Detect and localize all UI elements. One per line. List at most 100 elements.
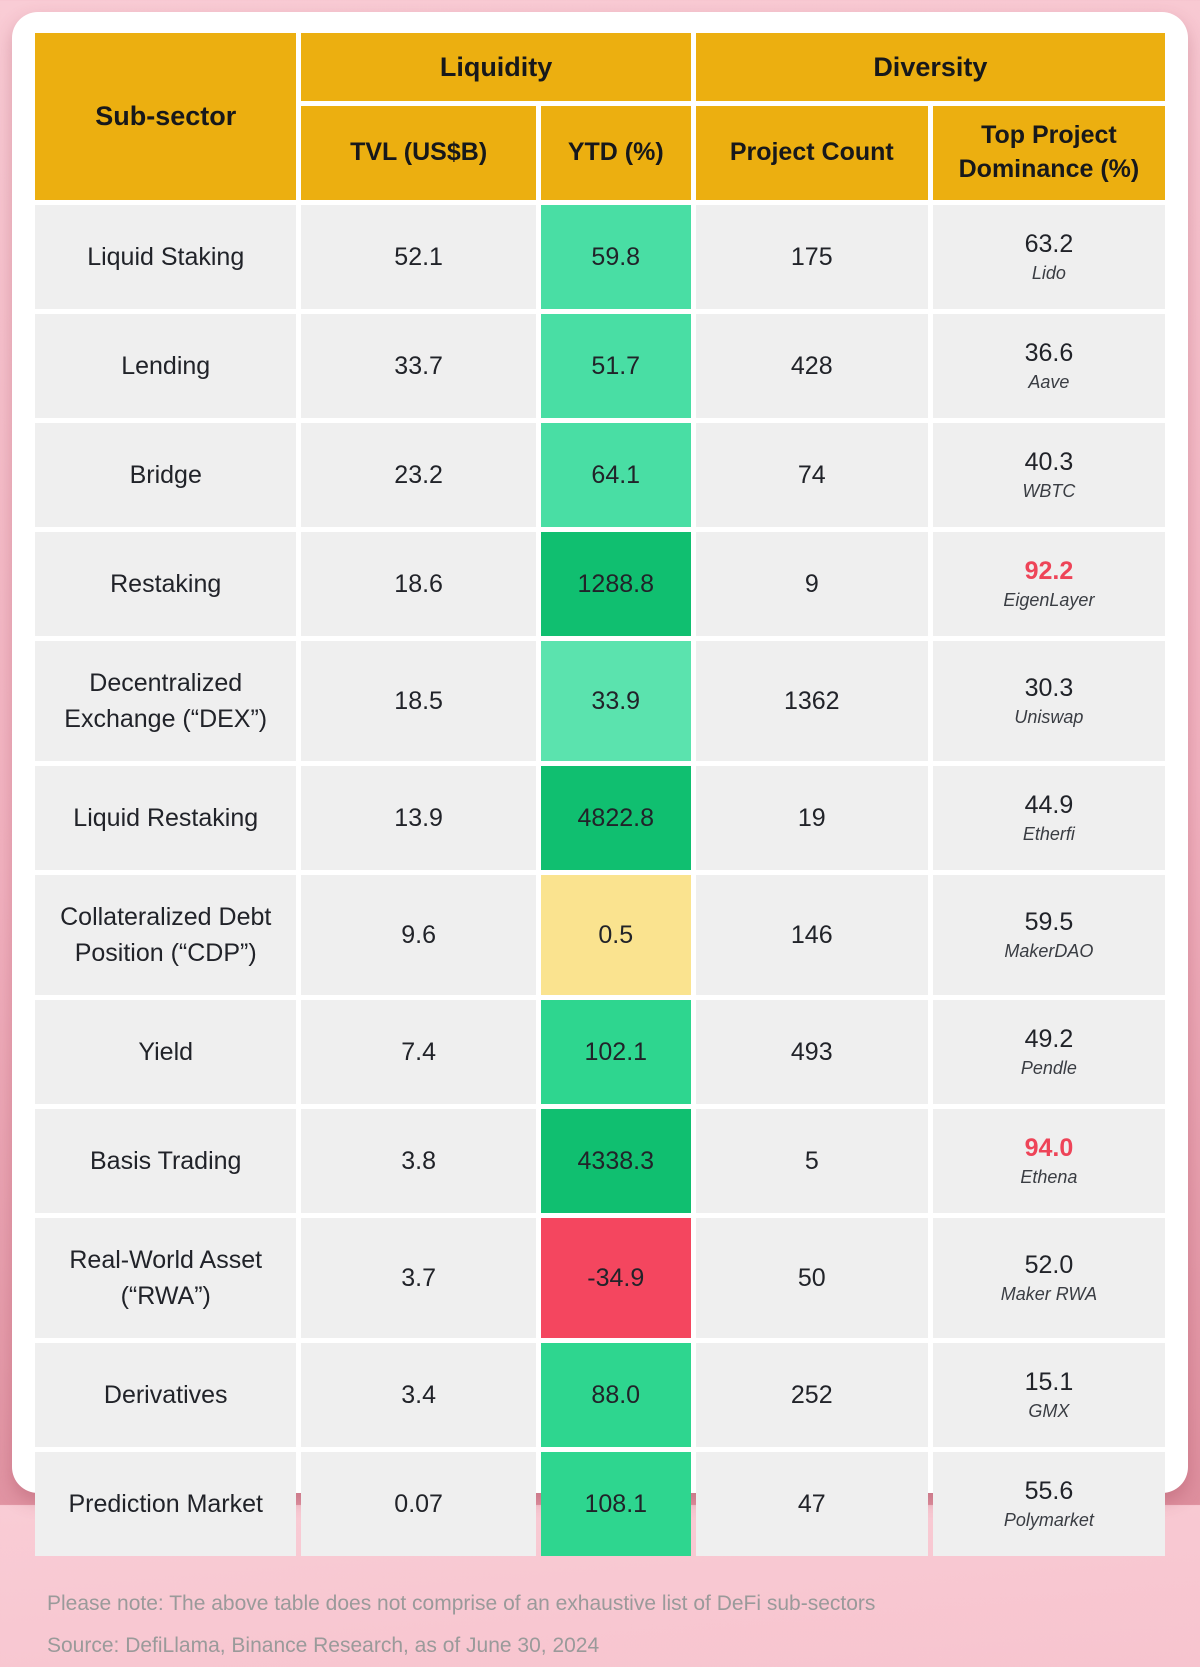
tvl-cell: 13.9 — [301, 766, 535, 870]
table-row: Restaking 18.6 1288.8 9 92.2 EigenLayer — [35, 532, 1165, 636]
ytd-cell: 88.0 — [541, 1343, 691, 1447]
tvl-cell: 18.5 — [301, 641, 535, 761]
tvl-cell: 3.8 — [301, 1109, 535, 1213]
dominance-cell: 30.3 Uniswap — [933, 641, 1165, 761]
header-tvl: TVL (US$B) — [301, 106, 535, 200]
top-project-name: Etherfi — [943, 824, 1155, 846]
dominance-value: 52.0 — [943, 1250, 1155, 1280]
dominance-value: 63.2 — [943, 229, 1155, 259]
ytd-cell: 108.1 — [541, 1452, 691, 1556]
header-top-project-dominance: Top Project Dominance (%) — [933, 106, 1165, 200]
project-count-cell: 74 — [696, 423, 928, 527]
sub-sector-cell: Collateralized Debt Position (“CDP”) — [35, 875, 296, 995]
tvl-cell: 7.4 — [301, 1000, 535, 1104]
sub-sector-cell: Lending — [35, 314, 296, 418]
dominance-cell: 59.5 MakerDAO — [933, 875, 1165, 995]
header-project-count: Project Count — [696, 106, 928, 200]
dominance-value: 94.0 — [943, 1133, 1155, 1163]
sub-sector-cell: Basis Trading — [35, 1109, 296, 1213]
project-count-cell: 146 — [696, 875, 928, 995]
top-project-name: Ethena — [943, 1167, 1155, 1189]
top-project-name: EigenLayer — [943, 590, 1155, 612]
dominance-value: 59.5 — [943, 907, 1155, 937]
tvl-cell: 18.6 — [301, 532, 535, 636]
ytd-cell: 1288.8 — [541, 532, 691, 636]
project-count-cell: 9 — [696, 532, 928, 636]
tvl-cell: 3.4 — [301, 1343, 535, 1447]
top-project-name: Polymarket — [943, 1510, 1155, 1532]
table-row: Collateralized Debt Position (“CDP”) 9.6… — [35, 875, 1165, 995]
dominance-cell: 36.6 Aave — [933, 314, 1165, 418]
ytd-cell: 0.5 — [541, 875, 691, 995]
project-count-cell: 47 — [696, 1452, 928, 1556]
table-row: Derivatives 3.4 88.0 252 15.1 GMX — [35, 1343, 1165, 1447]
project-count-cell: 1362 — [696, 641, 928, 761]
dominance-value: 92.2 — [943, 556, 1155, 586]
table-row: Decentralized Exchange (“DEX”) 18.5 33.9… — [35, 641, 1165, 761]
top-project-name: Pendle — [943, 1058, 1155, 1080]
dominance-value: 36.6 — [943, 338, 1155, 368]
sub-sector-cell: Liquid Staking — [35, 205, 296, 309]
sub-sector-cell: Real-World Asset (“RWA”) — [35, 1218, 296, 1338]
dominance-value: 15.1 — [943, 1367, 1155, 1397]
ytd-cell: -34.9 — [541, 1218, 691, 1338]
defi-subsector-table: Sub-sector Liquidity Diversity TVL (US$B… — [30, 28, 1170, 1561]
ytd-cell: 4822.8 — [541, 766, 691, 870]
header-ytd: YTD (%) — [541, 106, 691, 200]
table-row: Real-World Asset (“RWA”) 3.7 -34.9 50 52… — [35, 1218, 1165, 1338]
header-sub-sector: Sub-sector — [35, 33, 296, 200]
header-group-liquidity: Liquidity — [301, 33, 690, 101]
dominance-cell: 94.0 Ethena — [933, 1109, 1165, 1213]
top-project-name: Lido — [943, 263, 1155, 285]
header-group-diversity: Diversity — [696, 33, 1165, 101]
table-row: Prediction Market 0.07 108.1 47 55.6 Pol… — [35, 1452, 1165, 1556]
top-project-name: Maker RWA — [943, 1284, 1155, 1306]
table-row: Liquid Restaking 13.9 4822.8 19 44.9 Eth… — [35, 766, 1165, 870]
dominance-cell: 92.2 EigenLayer — [933, 532, 1165, 636]
tvl-cell: 33.7 — [301, 314, 535, 418]
dominance-value: 55.6 — [943, 1476, 1155, 1506]
tvl-cell: 3.7 — [301, 1218, 535, 1338]
ytd-cell: 64.1 — [541, 423, 691, 527]
sub-sector-cell: Derivatives — [35, 1343, 296, 1447]
tvl-cell: 9.6 — [301, 875, 535, 995]
table-row: Liquid Staking 52.1 59.8 175 63.2 Lido — [35, 205, 1165, 309]
sub-sector-cell: Decentralized Exchange (“DEX”) — [35, 641, 296, 761]
project-count-cell: 5 — [696, 1109, 928, 1213]
top-project-name: MakerDAO — [943, 941, 1155, 963]
project-count-cell: 252 — [696, 1343, 928, 1447]
ytd-cell: 51.7 — [541, 314, 691, 418]
tvl-cell: 52.1 — [301, 205, 535, 309]
project-count-cell: 50 — [696, 1218, 928, 1338]
ytd-cell: 102.1 — [541, 1000, 691, 1104]
tvl-cell: 0.07 — [301, 1452, 535, 1556]
table-header: Sub-sector Liquidity Diversity TVL (US$B… — [35, 33, 1165, 200]
dominance-cell: 63.2 Lido — [933, 205, 1165, 309]
project-count-cell: 428 — [696, 314, 928, 418]
project-count-cell: 19 — [696, 766, 928, 870]
table-row: Yield 7.4 102.1 493 49.2 Pendle — [35, 1000, 1165, 1104]
sub-sector-cell: Yield — [35, 1000, 296, 1104]
dominance-cell: 52.0 Maker RWA — [933, 1218, 1165, 1338]
ytd-cell: 59.8 — [541, 205, 691, 309]
top-project-name: GMX — [943, 1401, 1155, 1423]
dominance-cell: 44.9 Etherfi — [933, 766, 1165, 870]
dominance-value: 44.9 — [943, 790, 1155, 820]
table-body: Liquid Staking 52.1 59.8 175 63.2 Lido L… — [35, 205, 1165, 1556]
top-project-name: Aave — [943, 372, 1155, 394]
note-source: Source: DefiLlama, Binance Research, as … — [47, 1625, 1153, 1667]
sub-sector-cell: Prediction Market — [35, 1452, 296, 1556]
dominance-cell: 49.2 Pendle — [933, 1000, 1165, 1104]
note-disclaimer: Please note: The above table does not co… — [47, 1583, 1153, 1625]
sub-sector-cell: Liquid Restaking — [35, 766, 296, 870]
project-count-cell: 175 — [696, 205, 928, 309]
ytd-cell: 4338.3 — [541, 1109, 691, 1213]
sub-sector-cell: Bridge — [35, 423, 296, 527]
footnotes: Please note: The above table does not co… — [30, 1561, 1170, 1667]
dominance-value: 49.2 — [943, 1024, 1155, 1054]
table-row: Bridge 23.2 64.1 74 40.3 WBTC — [35, 423, 1165, 527]
dominance-cell: 55.6 Polymarket — [933, 1452, 1165, 1556]
top-project-name: Uniswap — [943, 707, 1155, 729]
table-row: Basis Trading 3.8 4338.3 5 94.0 Ethena — [35, 1109, 1165, 1213]
ytd-cell: 33.9 — [541, 641, 691, 761]
